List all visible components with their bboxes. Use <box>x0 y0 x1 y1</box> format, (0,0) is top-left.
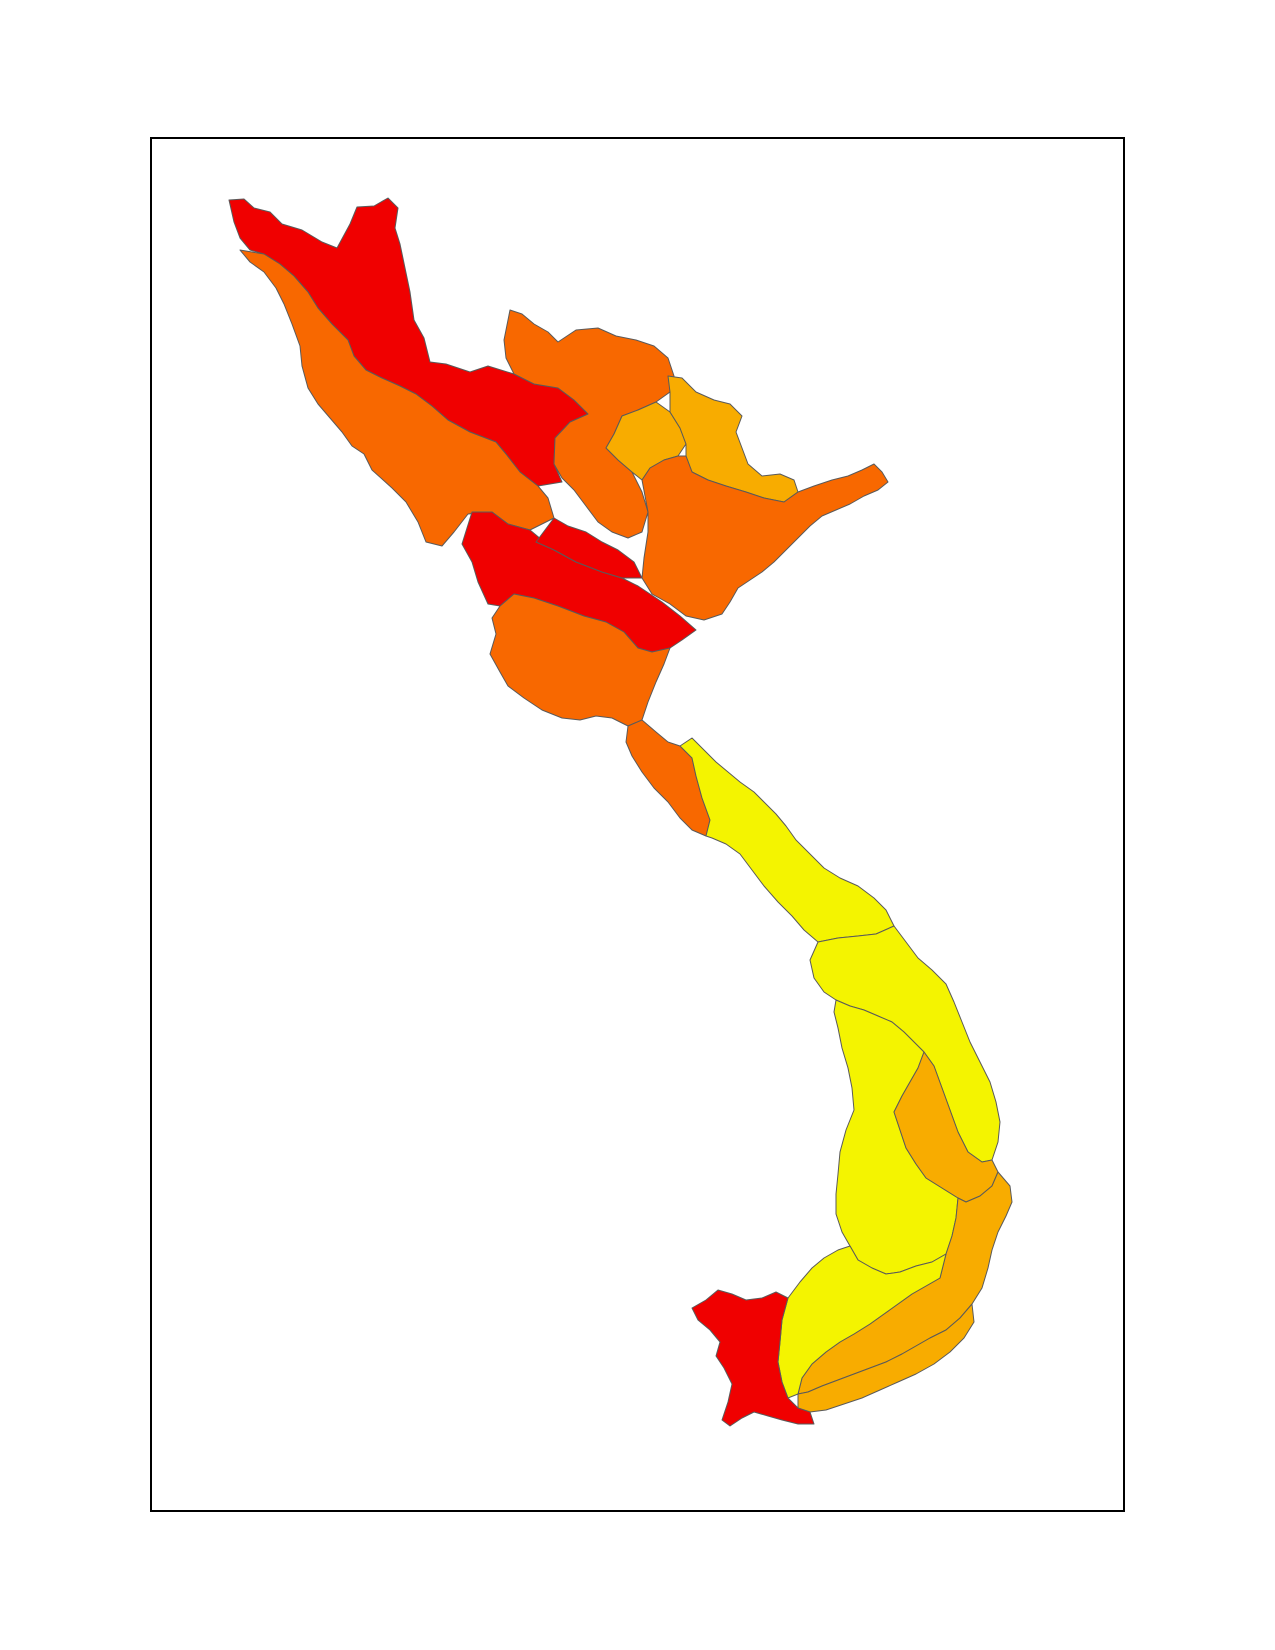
region-northeast-coast[interactable] <box>641 455 889 621</box>
region-southeast-coast[interactable] <box>797 1303 975 1413</box>
region-mekong-delta[interactable] <box>691 1289 815 1427</box>
region-red-river-delta-south[interactable] <box>535 517 643 579</box>
region-northeast-upper[interactable] <box>503 309 675 539</box>
map-frame <box>150 137 1125 1512</box>
choropleth-map <box>228 197 1013 1427</box>
region-central-coast-north[interactable] <box>679 737 895 943</box>
